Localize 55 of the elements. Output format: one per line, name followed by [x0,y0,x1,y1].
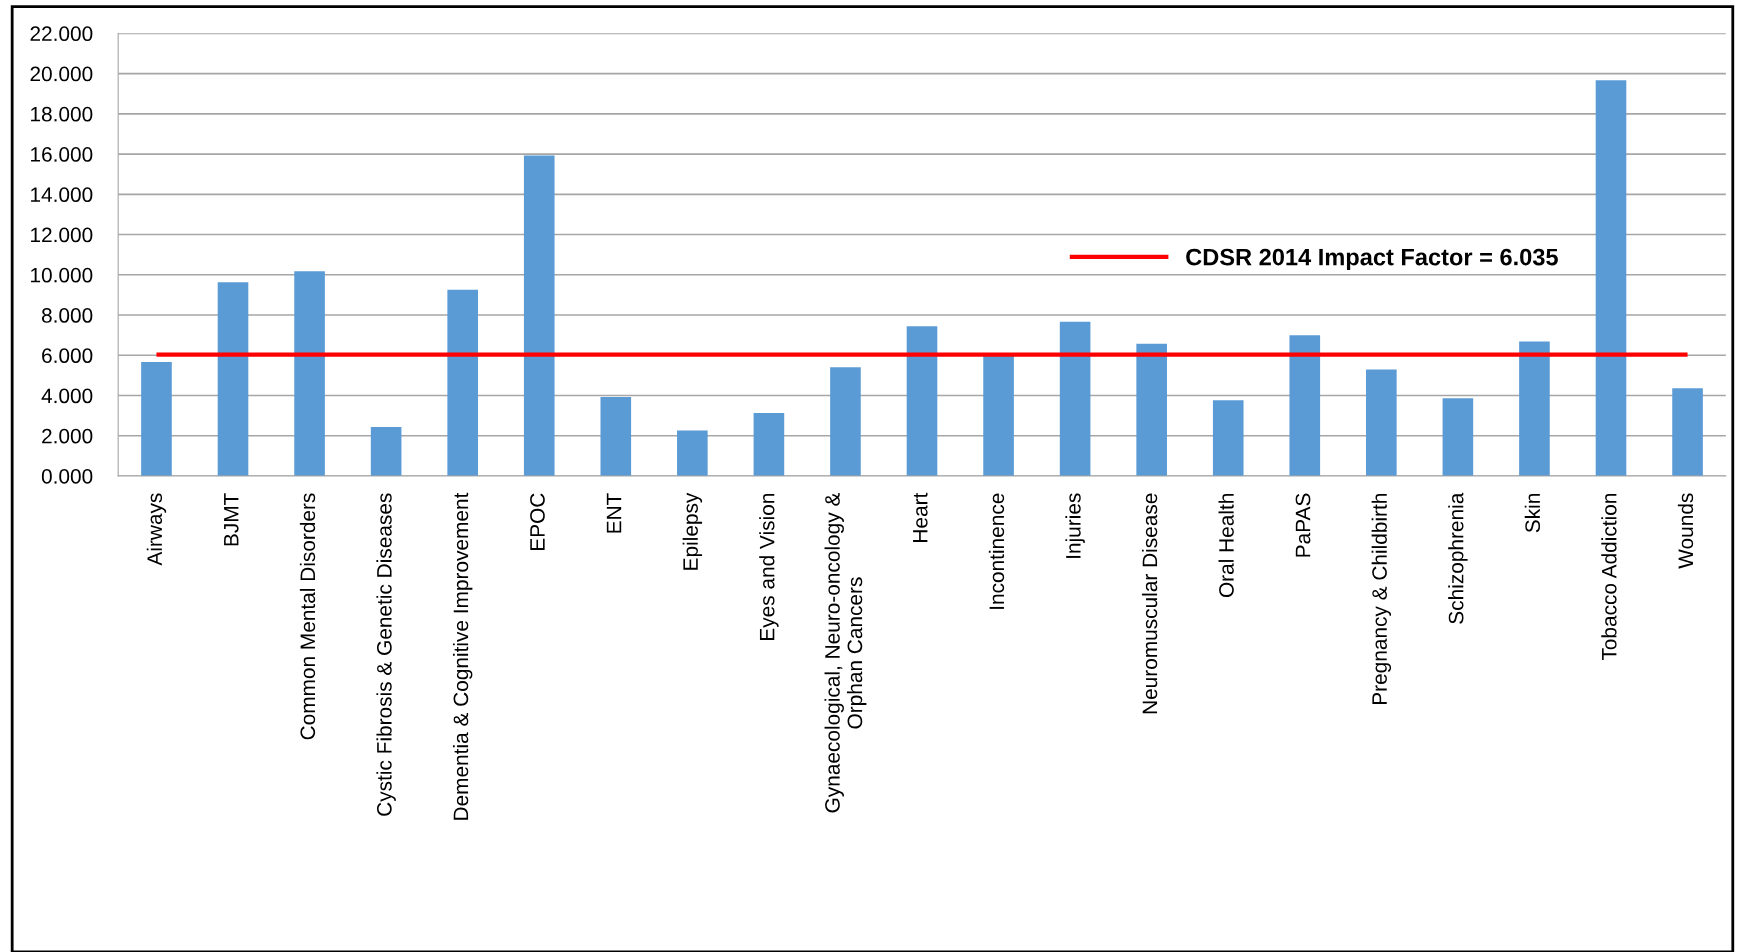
x-tick-label: Common Mental Disorders [299,493,316,740]
y-tick-label: 14.000 [31,187,93,203]
legend-label: CDSR 2014 Impact Factor = 6.035 [1186,248,1558,271]
bar [1136,343,1167,476]
bar [830,367,861,476]
bar [294,271,325,476]
bar [1519,341,1550,476]
x-tick-label: Oral Health [1218,494,1234,598]
bar [906,326,938,476]
bar [753,413,785,476]
bar [1059,321,1091,476]
bar [1595,80,1627,476]
bar [447,289,478,476]
y-tick-label: 6.000 [42,348,93,364]
x-tick-label: Airways [146,493,167,566]
bar [523,155,555,476]
y-tick-label: 18.000 [31,106,93,122]
x-tick-label: Tobacco Addiction [1601,494,1617,661]
y-tick-label: 22.000 [30,26,93,42]
y-tick-label: 0.000 [41,469,93,484]
x-tick-label: EPOC [530,493,545,550]
x-tick-label: Cystic Fibrosis & Genetic Diseases [376,493,396,816]
x-tick-label: Heart [913,492,928,542]
bar [1442,398,1474,476]
bar [217,282,249,476]
bar [1212,400,1244,476]
x-tick-label: Pregnancy & Childbirth [1371,494,1392,705]
y-tick-label: 12.000 [31,227,93,243]
x-tick-label: PaPAS [1295,493,1311,557]
x-tick-label: Epilepsy [682,492,703,570]
x-tick-label: Dementia & Cognitive Improvement [452,492,473,820]
y-tick-label: 8.000 [41,308,93,323]
bar [1672,388,1703,476]
x-tick-label: Skin [1524,494,1541,533]
y-tick-label: 10.000 [31,267,93,283]
y-tick-label: 16.000 [31,147,93,162]
x-tick-label: BJMT [224,493,239,546]
bar [1289,335,1321,476]
y-tick-label: 20.000 [30,66,93,82]
x-tick-label: Wounds [1677,493,1694,569]
x-tick-label: Gynaecological, Neuro-oncology & Orphan Cancers [824,492,867,813]
x-tick-label: Eyes and Vision [759,494,779,640]
y-tick-label: 2.000 [42,428,93,444]
x-tick-label: ENT [606,493,622,533]
bar [600,397,632,476]
x-tick-label: Neuromuscular Disease [1141,493,1158,714]
y-tick-label: 4.000 [41,388,93,404]
bar [370,427,402,476]
x-tick-label: Injuries [1065,493,1085,558]
x-tick-label: Incontinence [988,493,1005,609]
bar [141,362,172,476]
bar [677,430,708,476]
bar [983,355,1014,476]
bar [1366,369,1397,476]
x-tick-label: Schizophrenia [1448,492,1468,624]
